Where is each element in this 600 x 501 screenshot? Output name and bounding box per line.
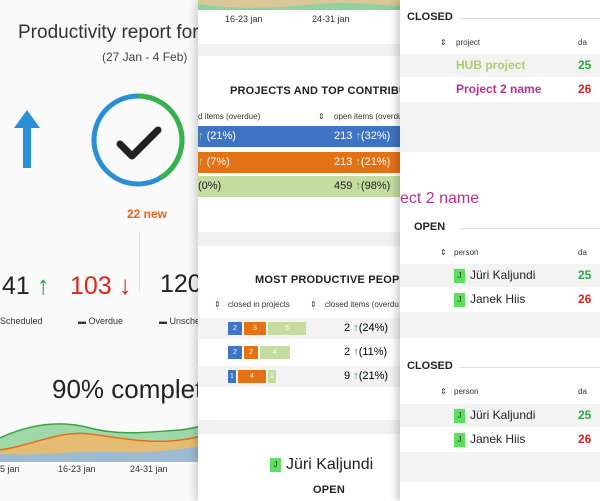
completion-percentage: 90% complet — [52, 374, 203, 404]
project-row[interactable]: (0%) 459 ↑(98%) — [198, 176, 408, 197]
project-detail-panel: CLOSED ⇕ project da HUB project 25 Proje… — [400, 0, 600, 501]
section-spacer — [400, 452, 600, 482]
productive-people-title: MOST PRODUCTIVE PEOPL — [255, 274, 407, 286]
person-row[interactable]: J Jüri Kaljundi 25 — [400, 404, 600, 427]
stat-scheduled-value: 41 ↑ — [2, 270, 50, 300]
project-row[interactable]: Project 2 name 26 — [400, 78, 600, 101]
section-spacer — [400, 312, 600, 338]
checkmark-icon — [116, 126, 162, 160]
section-spacer — [198, 44, 420, 56]
stat-unscheduled-value: 120 — [160, 270, 202, 298]
folder-icon: ▬ — [159, 317, 167, 326]
section-spacer — [198, 232, 420, 246]
column-header[interactable]: da — [578, 38, 587, 47]
axis-label: 5 jan — [0, 464, 20, 474]
project-heading: ect 2 name — [400, 190, 480, 207]
person-row[interactable]: J Janek Hiis 26 — [400, 288, 600, 311]
new-items-count: 22 new — [127, 207, 168, 221]
closed-bar: 1 4 1 — [228, 370, 308, 383]
projects-section-title: PROJECTS AND TOP CONTRIBUT — [230, 85, 415, 97]
avatar: J — [454, 432, 465, 447]
section-spacer — [198, 420, 420, 434]
stat-scheduled-label: Scheduled — [0, 316, 43, 326]
column-header[interactable]: person — [454, 248, 479, 257]
report-date-range: (27 Jan - 4 Feb) — [102, 50, 188, 64]
column-header[interactable]: open items (overdu — [334, 112, 403, 121]
person-row[interactable]: 2 2 4 2 ↑(11%) — [198, 342, 408, 363]
column-header[interactable]: closed items (overdu — [325, 300, 399, 309]
open-section-title: OPEN — [313, 484, 345, 496]
progress-area-chart — [0, 417, 240, 462]
project-row[interactable]: ↑ (21%) 213 ↑(32%) — [198, 126, 408, 147]
column-header[interactable]: d items (overdue) — [198, 112, 261, 121]
axis-label: 16-23 jan — [58, 464, 96, 474]
mini-area-chart — [198, 0, 420, 10]
avatar: J — [454, 292, 465, 307]
divider — [139, 232, 140, 292]
projects-contributors-panel: 16-23 jan 24-31 jan PROJECTS AND TOP CON… — [198, 0, 420, 501]
column-header[interactable]: person — [454, 387, 479, 396]
avatar: J — [454, 268, 465, 283]
person-row[interactable]: J Janek Hiis 26 — [400, 428, 600, 451]
column-header[interactable]: da — [578, 387, 587, 396]
column-header[interactable]: da — [578, 248, 587, 257]
avatar: J — [270, 457, 281, 472]
person-row[interactable]: J Jüri Kaljundi 25 — [400, 264, 600, 287]
closed-bar: 2 3 5 — [228, 322, 308, 335]
stat-overdue-label: ▬ Overdue — [78, 316, 124, 326]
project-row[interactable]: ↑ (7%) 213 ↑(21%) — [198, 152, 408, 173]
closed-bar: 2 2 4 — [228, 346, 308, 359]
closed-section-title: CLOSED — [407, 360, 453, 372]
trend-up-icon — [14, 110, 40, 168]
sort-icon[interactable]: ⇕ — [214, 300, 221, 309]
sort-icon[interactable]: ⇕ — [318, 112, 325, 121]
column-header[interactable]: closed in projects — [228, 300, 290, 309]
avatar: J — [454, 408, 465, 423]
sort-icon[interactable]: ⇕ — [310, 300, 317, 309]
column-header[interactable]: project — [456, 38, 481, 47]
closed-section-title: CLOSED — [407, 11, 453, 23]
project-row[interactable]: HUB project 25 — [400, 54, 600, 77]
report-title: Productivity report for C — [18, 22, 218, 43]
stat-overdue-value: 103 ↓ — [70, 270, 132, 300]
axis-label: 24-31 jan — [130, 464, 168, 474]
divider — [460, 18, 600, 19]
axis-label: 24-31 jan — [312, 14, 350, 24]
open-section-title: OPEN — [414, 221, 446, 233]
sort-icon[interactable]: ⇕ — [440, 387, 447, 396]
arrow-down-icon: ↓ — [118, 270, 132, 300]
arrow-up-icon: ↑ — [36, 270, 50, 300]
sort-icon[interactable]: ⇕ — [440, 248, 447, 257]
stat-unscheduled-label: ▬ Unsche — [159, 316, 201, 326]
person-row[interactable]: 2 3 5 2 ↑(24%) — [198, 318, 408, 339]
divider — [460, 228, 600, 229]
divider — [460, 367, 600, 368]
person-row[interactable]: 1 4 1 9 ↑(21%) — [198, 366, 408, 387]
completion-donut — [91, 93, 185, 187]
section-spacer — [400, 102, 600, 152]
sort-icon[interactable]: ⇕ — [440, 38, 447, 47]
axis-label: 16-23 jan — [225, 14, 263, 24]
folder-icon: ▬ — [78, 317, 86, 326]
person-heading: J Jüri Kaljundi — [270, 456, 373, 474]
